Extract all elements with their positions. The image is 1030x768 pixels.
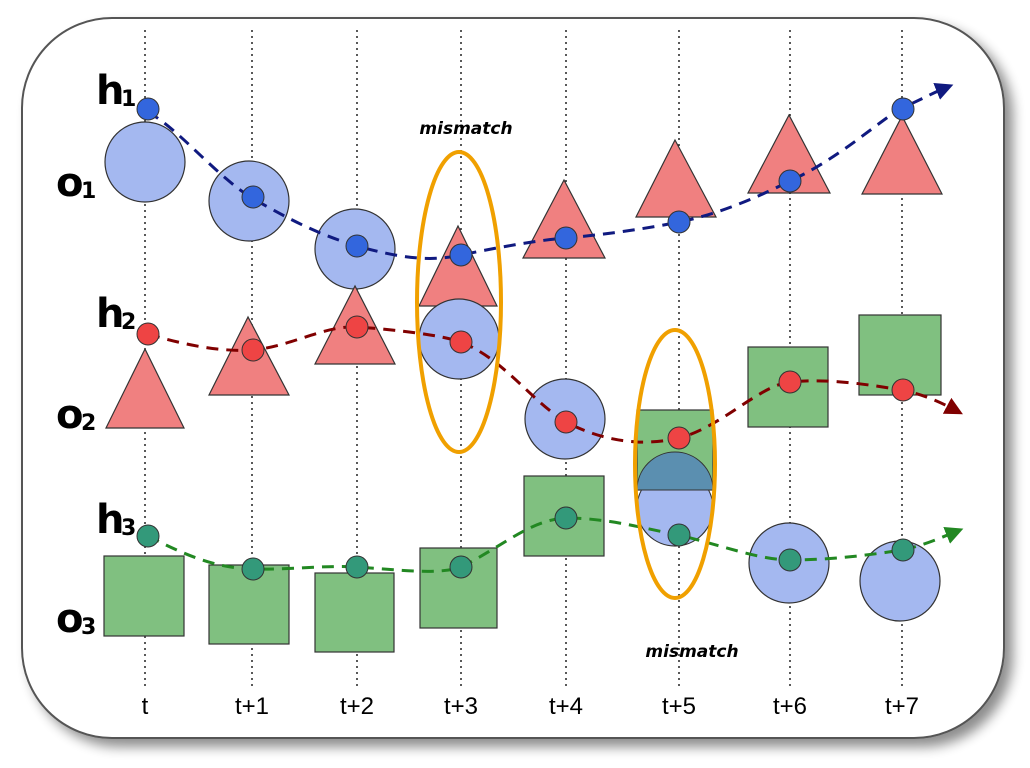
svg-text:h: h xyxy=(96,291,124,337)
svg-text:h: h xyxy=(96,68,124,114)
svg-text:3: 3 xyxy=(121,516,136,541)
row-label-h2: h 2 xyxy=(96,291,136,337)
row-label-h1: h 1 xyxy=(96,68,136,114)
time-label: t+7 xyxy=(885,693,919,720)
h2-dot xyxy=(241,338,265,362)
svg-text:o: o xyxy=(56,392,83,438)
obs-triangle xyxy=(747,113,831,194)
svg-text:h: h xyxy=(96,497,124,543)
time-label: t+4 xyxy=(549,693,583,720)
overlap-region xyxy=(636,451,714,491)
mismatch-ellipse-top xyxy=(415,150,503,454)
h3-dots xyxy=(136,506,915,581)
obs-square xyxy=(314,572,395,653)
h3-dot xyxy=(345,555,369,579)
mismatch-ellipse-bottom xyxy=(633,328,717,600)
time-label: t+3 xyxy=(444,693,478,720)
svg-text:2: 2 xyxy=(81,411,96,436)
h2-dot xyxy=(345,315,369,339)
svg-text:3: 3 xyxy=(81,615,96,640)
h1-dot xyxy=(667,210,691,234)
h1-dot xyxy=(241,185,265,209)
h2-dot xyxy=(449,330,473,354)
svg-text:1: 1 xyxy=(81,179,96,204)
mismatch-label-bottom: mismatch xyxy=(645,642,738,662)
h1-dot xyxy=(778,169,802,193)
row-label-o1: o 1 xyxy=(56,160,96,206)
obs-triangle xyxy=(522,178,606,259)
time-label: t+5 xyxy=(662,693,696,720)
mismatch-label-top: mismatch xyxy=(419,119,512,139)
time-label: t xyxy=(142,693,149,720)
h1-dot xyxy=(891,97,915,121)
obs-square xyxy=(103,555,185,637)
h3-dot xyxy=(449,555,473,579)
h3-dot xyxy=(136,524,160,548)
h3-dot xyxy=(778,548,802,572)
time-label: t+6 xyxy=(773,693,807,720)
obs-circle xyxy=(104,121,186,203)
obs-triangle xyxy=(105,347,185,429)
svg-text:1: 1 xyxy=(121,87,136,112)
h1-dots xyxy=(136,97,915,267)
h1-dot xyxy=(449,243,473,267)
time-label: t+1 xyxy=(235,693,269,720)
h1-dot xyxy=(345,234,369,258)
h1-dot xyxy=(136,97,160,121)
row-label-h3: h 3 xyxy=(96,497,136,543)
h2-dot xyxy=(554,410,578,434)
h3-dot xyxy=(241,557,265,581)
h2-dot xyxy=(778,370,802,394)
svg-text:2: 2 xyxy=(121,310,136,335)
row-label-o2: o 2 xyxy=(56,392,96,438)
svg-text:o: o xyxy=(56,596,83,642)
svg-text:o: o xyxy=(56,160,83,206)
h2-dot xyxy=(891,378,915,402)
h3-dot xyxy=(554,506,578,530)
row-label-o3: o 3 xyxy=(56,596,96,642)
h3-dot xyxy=(667,523,691,547)
h1-dot xyxy=(554,226,578,250)
h2-dot xyxy=(136,322,160,346)
h3-dot xyxy=(891,538,915,562)
h2-dot xyxy=(667,426,691,450)
time-labels: t t+1 t+2 t+3 t+4 t+5 t+6 t+7 xyxy=(142,693,919,720)
time-label: t+2 xyxy=(340,693,374,720)
obs-triangle xyxy=(861,114,943,195)
h1-path xyxy=(147,82,954,260)
h2-dots xyxy=(136,315,915,450)
